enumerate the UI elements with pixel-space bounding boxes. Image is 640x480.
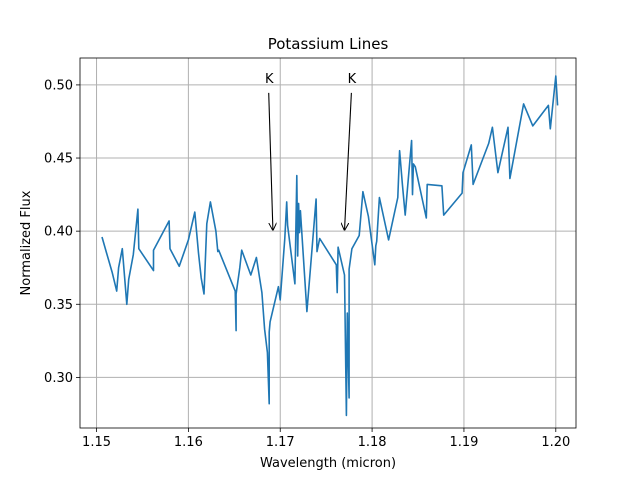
grid: [80, 58, 576, 428]
annotation-label: K: [348, 72, 357, 87]
y-tick-label: 0.40: [44, 225, 73, 240]
x-tick-label: 1.19: [449, 435, 478, 450]
x-tick-label: 1.20: [541, 435, 570, 450]
x-tick-label: 1.17: [266, 435, 295, 450]
series-line: [101, 75, 559, 417]
y-tick-label: 0.50: [44, 78, 73, 93]
y-axis-label: Normalized Flux: [19, 190, 34, 295]
x-tick-label: 1.18: [358, 435, 387, 450]
annotation-arrow: [268, 92, 273, 230]
y-tick-label: 0.45: [44, 152, 73, 167]
x-tick-label: 1.16: [174, 435, 203, 450]
x-tick-label: 1.15: [82, 435, 111, 450]
chart-title: Potassium Lines: [268, 35, 389, 53]
series-group: [101, 75, 559, 417]
annotation-arrow: [345, 92, 352, 230]
axis-ticks: 1.15 1.16 1.17 1.18 1.19 1.20 0.30 0.35 0.40 0.45…: [44, 78, 570, 450]
y-tick-label: 0.30: [44, 371, 73, 386]
plot-frame: [79, 57, 577, 429]
annotation-label: K: [265, 72, 274, 87]
x-axis-label: Wavelength (micron): [260, 456, 396, 471]
y-tick-label: 0.35: [44, 298, 73, 313]
